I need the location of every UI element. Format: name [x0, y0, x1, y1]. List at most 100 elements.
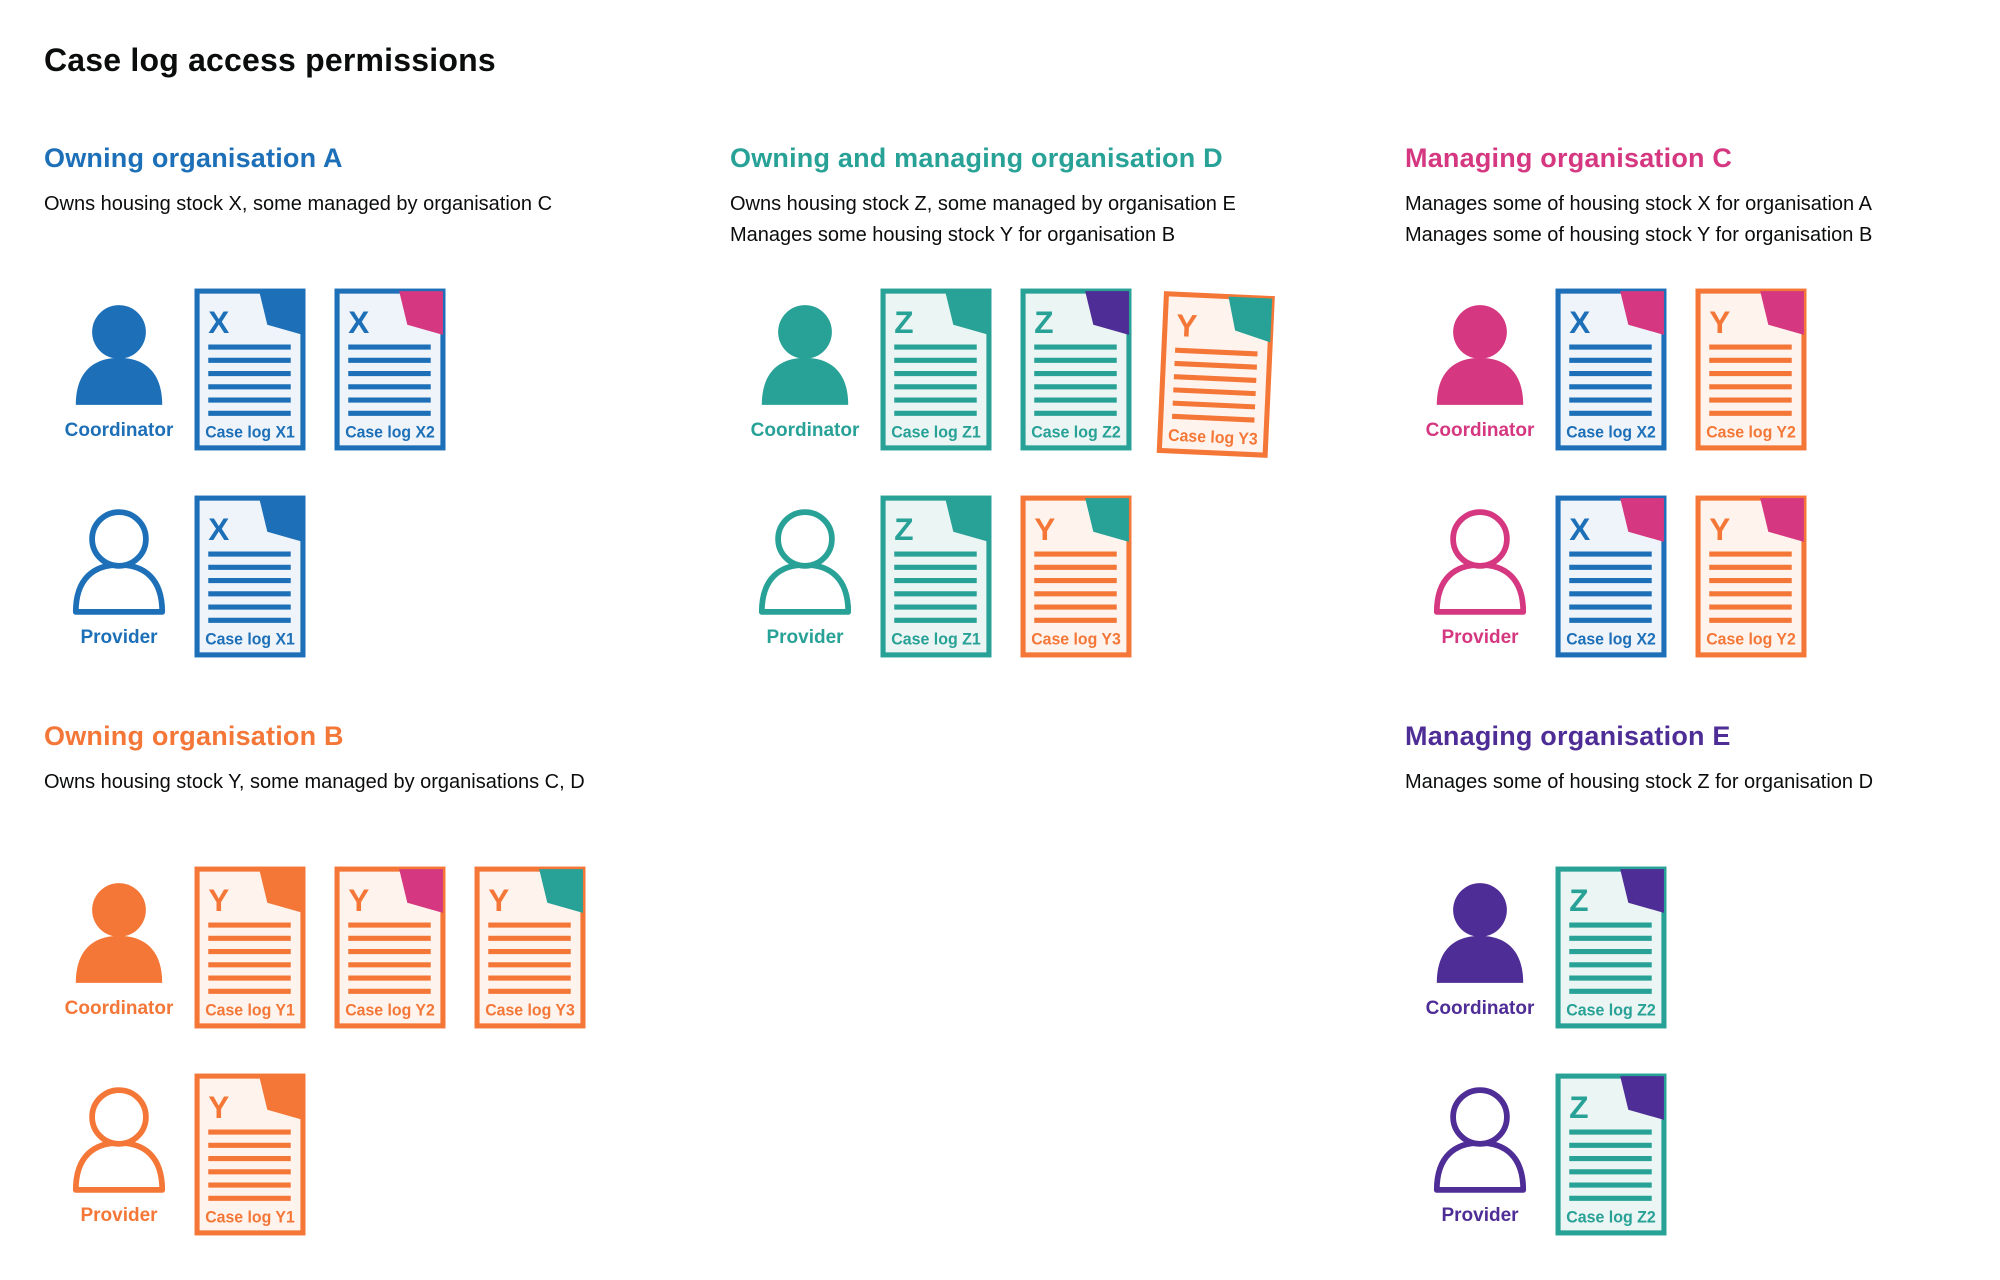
doc-stock-letter: X	[1569, 511, 1590, 547]
person-body	[1433, 562, 1527, 615]
person-head	[1453, 305, 1507, 359]
description-line: Manages some of housing stock Z for orga…	[1405, 771, 1874, 793]
coordinator-figure	[761, 305, 849, 405]
person-head	[778, 305, 832, 359]
section-owning-organisation-b: Owning organisation B Owns housing stock …	[44, 721, 730, 1280]
provider-icon: Provider	[44, 495, 194, 649]
doc-case-log-z2: Z Case log Z2	[1555, 1073, 1667, 1236]
role-label: Provider	[80, 1205, 158, 1226]
docs-row: X Case log X2 Y Case log Y2	[1555, 495, 1807, 658]
coordinator-row: Coordinator Z Case log Z1 Z Case log Z2 …	[730, 288, 1405, 458]
section-managing-organisation-c: Managing organisation C Manages some of h…	[1405, 143, 1995, 702]
provider-figure	[72, 509, 166, 615]
case-log-doc-icon: X Case log X2	[1555, 288, 1667, 451]
docs-row: Z Case log Z2	[1555, 1073, 1667, 1236]
doc-label: Case log X2	[1566, 630, 1656, 649]
coordinator-row: Coordinator X Case log X1 X Case log X2	[44, 288, 730, 451]
doc-label: Case log X1	[205, 423, 295, 442]
doc-stock-letter: Y	[1709, 511, 1730, 547]
coordinator-icon: Coordinator	[1405, 866, 1555, 1020]
doc-fold-corner	[1620, 498, 1664, 542]
doc-case-log-y2: Y Case log Y2	[334, 866, 446, 1029]
case-log-doc-icon: X Case log X1	[194, 495, 306, 658]
case-log-doc-icon: X Case log X1	[194, 288, 306, 451]
doc-label: Case log Z1	[891, 630, 981, 649]
docs-row: Z Case log Z2	[1555, 866, 1667, 1029]
provider-figure	[758, 509, 852, 615]
doc-case-log-x2: X Case log X2	[1555, 495, 1667, 658]
doc-stock-letter: Y	[1709, 304, 1730, 340]
person-head	[1450, 1087, 1510, 1147]
doc-fold-corner	[1620, 869, 1664, 913]
person-body	[72, 1140, 166, 1193]
doc-stock-letter: Y	[1034, 511, 1055, 547]
docs-row: X Case log X1 X Case log X2	[194, 288, 446, 451]
case-log-doc-icon: Y Case log Y3	[1020, 495, 1132, 658]
doc-case-log-y3: Y Case log Y3	[474, 866, 586, 1029]
provider-icon: Provider	[730, 495, 880, 649]
coordinator-figure	[1436, 883, 1524, 983]
doc-stock-letter: Y	[348, 882, 369, 918]
person-head	[89, 509, 149, 569]
doc-fold-corner	[399, 869, 443, 913]
description-line: Manages some housing stock Y for organis…	[730, 224, 1176, 246]
person-body	[1433, 1140, 1527, 1193]
doc-label: Case log Z2	[1566, 1208, 1656, 1227]
doc-fold-corner	[945, 291, 989, 335]
doc-text-line	[1173, 374, 1257, 383]
provider-row: Provider X Case log X1	[44, 495, 730, 658]
section-owning-organisation-a: Owning organisation A Owns housing stock …	[44, 143, 730, 702]
provider-icon: Provider	[1405, 495, 1555, 649]
case-log-doc-icon: Y Case log Y2	[334, 866, 446, 1029]
doc-fold-corner	[259, 869, 303, 913]
docs-row: Y Case log Y1 Y Case log Y2 Y Case log Y…	[194, 866, 586, 1029]
case-log-doc-icon: Z Case log Z2	[1555, 1073, 1667, 1236]
doc-stock-letter: X	[208, 511, 229, 547]
docs-row: X Case log X2 Y Case log Y2	[1555, 288, 1807, 451]
doc-stock-letter: Z	[894, 304, 913, 340]
case-log-doc-icon: X Case log X2	[334, 288, 446, 451]
provider-row: Provider Y Case log Y1	[44, 1073, 730, 1236]
doc-stock-letter: Z	[894, 511, 913, 547]
doc-case-log-x2: X Case log X2	[334, 288, 446, 451]
doc-label: Case log Y3	[485, 1001, 575, 1020]
coordinator-row: Coordinator X Case log X2 Y Case log Y2	[1405, 288, 1995, 451]
person-body	[75, 935, 163, 983]
doc-stock-letter: Y	[488, 882, 509, 918]
person-body	[1436, 935, 1524, 983]
doc-fold-corner	[1620, 1076, 1664, 1120]
doc-stock-letter: Z	[1034, 304, 1053, 340]
case-log-doc-icon: Y Case log Y2	[1695, 288, 1807, 451]
person-head	[92, 305, 146, 359]
provider-figure	[1433, 1087, 1527, 1193]
person-body	[72, 562, 166, 615]
docs-row: X Case log X1	[194, 495, 306, 658]
case-log-doc-icon: Z Case log Z1	[880, 495, 992, 658]
doc-label: Case log Z2	[1566, 1001, 1656, 1020]
doc-fold-corner	[259, 498, 303, 542]
case-log-doc-icon: Z Case log Z2	[1020, 288, 1132, 451]
doc-label: Case log Z1	[891, 423, 981, 442]
docs-row: Z Case log Z1 Z Case log Z2 Y Case log Y…	[880, 288, 1275, 458]
section-owning-and-managing-organisation-d: Owning and managing organisation D Owns h…	[730, 143, 1405, 702]
doc-stock-letter: X	[208, 304, 229, 340]
case-log-doc-icon: Z Case log Z2	[1555, 866, 1667, 1029]
doc-case-log-z2: Z Case log Z2	[1020, 288, 1132, 451]
person-head	[1450, 509, 1510, 569]
coordinator-figure	[75, 883, 163, 983]
doc-label: Case log Y3	[1031, 630, 1121, 649]
doc-fold-corner	[1085, 498, 1129, 542]
doc-page	[1555, 495, 1667, 658]
doc-stock-letter: Y	[208, 882, 229, 918]
case-log-doc-icon: Y Case log Y1	[194, 1073, 306, 1236]
case-log-doc-icon: Y Case log Y3	[474, 866, 586, 1029]
doc-stock-letter: Z	[1569, 882, 1588, 918]
doc-case-log-y1: Y Case log Y1	[194, 866, 306, 1029]
doc-label: Case log X2	[1566, 423, 1656, 442]
provider-icon: Provider	[44, 1073, 194, 1227]
coordinator-icon: Coordinator	[1405, 288, 1555, 442]
doc-label: Case log Y1	[205, 1001, 295, 1020]
doc-text-line	[1174, 360, 1257, 370]
section-description: Manages some of housing stock X for orga…	[1405, 189, 1995, 252]
doc-label: Case log Y3	[1168, 426, 1258, 449]
